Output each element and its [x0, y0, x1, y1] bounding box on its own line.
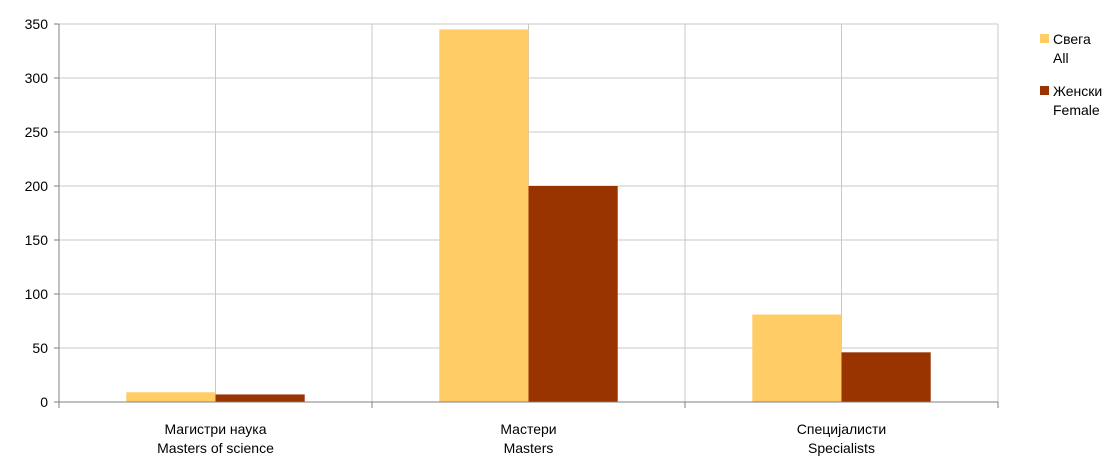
category-label-0-line1: Masters of science [157, 440, 274, 456]
x-axis-category-labels: Магистри наука Masters of science Мастери M… [157, 421, 886, 456]
legend-swatch-female [1040, 86, 1049, 95]
category-label-1-line1: Masters [504, 440, 554, 456]
y-axis-ticks: 0 50 100 150 200 250 300 350 [25, 16, 59, 410]
legend: Свега All Женски Female [1040, 30, 1102, 134]
category-label-1-line0: Мастери [500, 421, 556, 437]
legend-label-all: Свега All [1053, 31, 1091, 66]
category-label-2-line1: Specialists [808, 440, 875, 456]
legend-item-female: Женски Female [1040, 82, 1102, 120]
y-tick-label: 350 [25, 16, 49, 32]
category-label-2-line0: Специјалисти [797, 421, 886, 437]
bar-all-0 [126, 392, 216, 402]
y-tick-label: 250 [25, 124, 49, 140]
bar-all-2 [752, 314, 842, 402]
y-tick-label: 200 [25, 178, 49, 194]
bar-chart: 0 50 100 150 200 250 300 350 Магистри наука Mast… [25, 16, 999, 456]
axes [58, 24, 999, 408]
y-tick-label: 0 [40, 394, 48, 410]
y-tick-label: 150 [25, 232, 49, 248]
y-tick-label: 50 [32, 340, 48, 356]
category-label-0-line0: Магистри наука [164, 421, 266, 437]
y-tick-label: 100 [25, 286, 49, 302]
bars [126, 29, 931, 403]
legend-item-all: Свега All [1040, 30, 1102, 68]
bar-all-1 [439, 29, 529, 403]
bar-female-0 [215, 394, 305, 402]
bar-female-2 [841, 352, 931, 402]
legend-label-female: Женски Female [1053, 83, 1103, 118]
y-tick-label: 300 [25, 70, 49, 86]
bar-female-1 [528, 186, 618, 402]
legend-swatch-all [1040, 34, 1049, 43]
